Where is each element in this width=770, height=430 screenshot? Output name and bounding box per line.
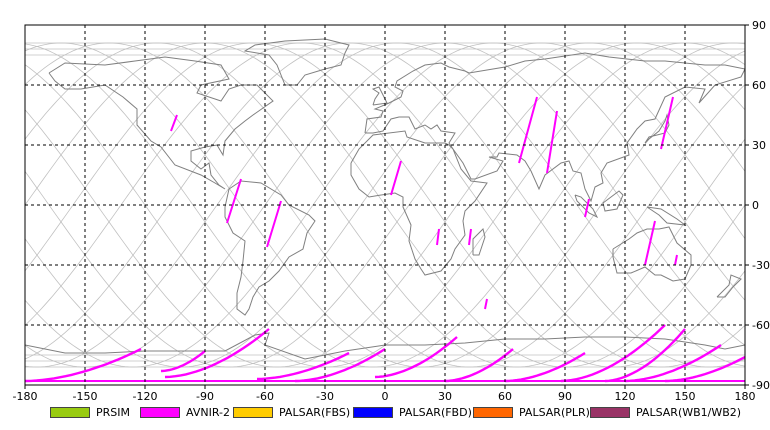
x-tick-label: 60 bbox=[498, 390, 512, 403]
legend-swatch bbox=[140, 406, 180, 418]
avnir-swath bbox=[518, 96, 538, 164]
avnir-swath bbox=[484, 298, 488, 310]
coastline bbox=[371, 86, 388, 106]
legend-item-palsar-fbd: PALSAR(FBD) bbox=[353, 404, 472, 420]
x-axis-ticks: -180 -150 -120 -90 -60 -30 0 30 60 90 120 150 180 bbox=[13, 385, 756, 403]
coastline bbox=[472, 228, 486, 256]
x-tick-label: -60 bbox=[256, 390, 274, 403]
avnir-swath bbox=[266, 200, 282, 248]
y-tick-label: 0 bbox=[752, 199, 759, 212]
x-tick-label: -150 bbox=[73, 390, 98, 403]
avnir-swath bbox=[256, 351, 350, 381]
avnir-swath bbox=[546, 110, 558, 174]
avnir-swath bbox=[444, 348, 514, 383]
avnir-swath bbox=[170, 114, 178, 132]
legend-item-palsar-plr: PALSAR(PLR) bbox=[473, 404, 590, 420]
legend-item-avnir2: AVNIR-2 bbox=[140, 404, 230, 420]
legend-swatch bbox=[473, 406, 513, 418]
legend-label: AVNIR-2 bbox=[186, 405, 230, 419]
y-tick-label: -60 bbox=[752, 319, 770, 332]
legend-swatch bbox=[233, 406, 273, 418]
coastline bbox=[574, 194, 599, 219]
coastline bbox=[25, 332, 745, 360]
avnir-swath bbox=[294, 347, 386, 383]
avnir-swath bbox=[674, 254, 678, 266]
legend-item-palsar-fbs: PALSAR(FBS) bbox=[233, 404, 350, 420]
avnir-swath bbox=[644, 220, 656, 266]
avnir-swath bbox=[468, 228, 472, 246]
legend-label: PRSIM bbox=[96, 405, 130, 419]
orbit-track bbox=[25, 42, 745, 368]
avnir-swath bbox=[624, 344, 722, 383]
y-tick-label: -30 bbox=[752, 259, 770, 272]
x-tick-label: 0 bbox=[382, 390, 389, 403]
orbit-track bbox=[25, 42, 745, 368]
y-tick-label: 30 bbox=[752, 139, 766, 152]
avnir-swath bbox=[436, 228, 440, 246]
coastline bbox=[716, 274, 742, 298]
legend-label: PALSAR(FBD) bbox=[399, 405, 472, 419]
x-tick-label: -90 bbox=[196, 390, 214, 403]
x-tick-label: 90 bbox=[558, 390, 572, 403]
orbit-track bbox=[25, 42, 745, 368]
avnir-swath bbox=[560, 324, 666, 383]
y-tick-label: 60 bbox=[752, 79, 766, 92]
avnir-swath bbox=[226, 178, 242, 224]
legend-item-palsar-wb: PALSAR(WB1/WB2) bbox=[590, 404, 741, 420]
y-tick-label: 90 bbox=[752, 19, 766, 32]
orbit-track bbox=[25, 42, 745, 368]
legend-item-prsim: PRSIM bbox=[50, 404, 130, 420]
avnir-swath bbox=[660, 96, 674, 150]
coastline bbox=[48, 56, 274, 190]
legend-swatch bbox=[590, 406, 630, 418]
legend: PRSIM AVNIR-2 PALSAR(FBS) PALSAR(FBD) PA… bbox=[0, 400, 770, 422]
avnir-swath bbox=[504, 351, 586, 383]
y-tick-label: -90 bbox=[752, 379, 770, 392]
coastline bbox=[364, 52, 745, 203]
x-tick-label: 180 bbox=[735, 390, 756, 403]
avnir-swath bbox=[25, 347, 142, 383]
legend-swatch bbox=[353, 406, 393, 418]
legend-label: PALSAR(PLR) bbox=[519, 405, 590, 419]
avnir-swath bbox=[390, 160, 402, 196]
x-tick-label: 30 bbox=[438, 390, 452, 403]
graticule bbox=[25, 25, 745, 385]
avnir-swath bbox=[160, 350, 206, 373]
coastline bbox=[602, 190, 624, 212]
avnir-swath bbox=[584, 198, 590, 218]
avnir-swath bbox=[164, 328, 270, 379]
legend-label: PALSAR(FBS) bbox=[279, 405, 351, 419]
coastline bbox=[350, 130, 488, 276]
coastline bbox=[612, 226, 692, 282]
x-tick-label: 150 bbox=[675, 390, 696, 403]
legend-swatch bbox=[50, 406, 90, 418]
x-tick-label: -120 bbox=[133, 390, 158, 403]
x-tick-label: 120 bbox=[615, 390, 636, 403]
avnir-swath bbox=[374, 336, 458, 379]
coastline bbox=[243, 38, 350, 86]
y-axis-ticks: 90 60 30 0 -30 -60 -90 bbox=[745, 19, 770, 392]
coastlines bbox=[25, 38, 745, 360]
avnir-swath bbox=[604, 328, 686, 383]
x-tick-label: -30 bbox=[316, 390, 334, 403]
x-tick-label: -180 bbox=[13, 390, 38, 403]
legend-label: PALSAR(WB1/WB2) bbox=[636, 405, 742, 419]
